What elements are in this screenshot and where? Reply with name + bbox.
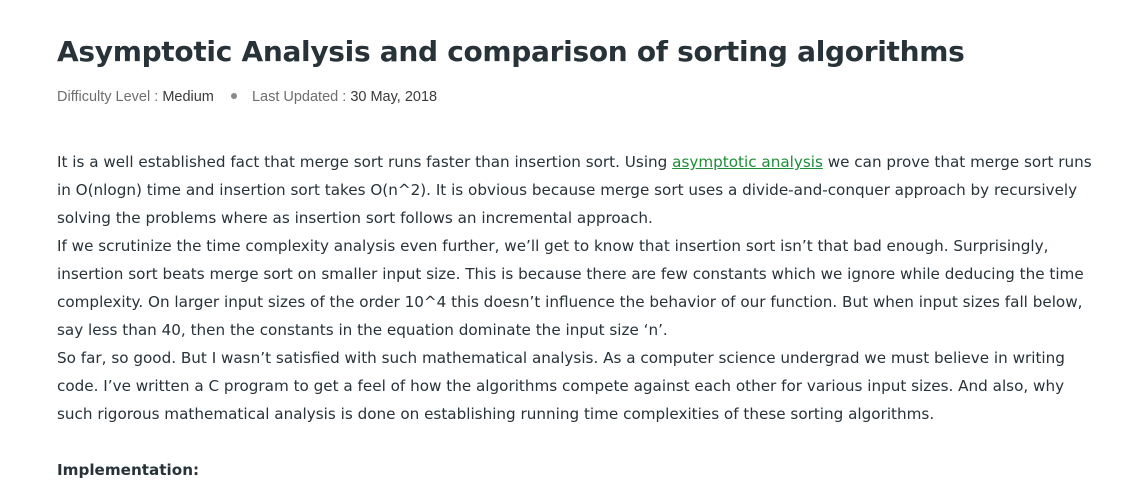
difficulty-value: Medium [162, 89, 214, 105]
paragraph-intro-text-start: It is a well established fact that merge… [57, 153, 673, 171]
last-updated-value: 30 May, 2018 [350, 89, 438, 105]
implementation-heading: Implementation: [57, 461, 200, 479]
paragraph-intro: It is a well established fact that merge… [57, 148, 1097, 232]
difficulty-label: Difficulty Level : [57, 89, 159, 105]
paragraph-scrutinize: If we scrutinize the time complexity ana… [57, 237, 1084, 339]
paragraph-intro-text-end: we can prove that merge sort runs in O(n… [57, 153, 1092, 227]
article-content: It is a well established fact that merge… [57, 148, 1097, 428]
last-updated-label: Last Updated : [251, 89, 347, 105]
asymptotic-analysis-link[interactable]: asymptotic analysis [672, 153, 823, 171]
paragraph-so-far: So far, so good. But I wasn’t satisfied … [57, 349, 1065, 423]
separator-dot-icon [230, 93, 237, 99]
article-title: Asymptotic Analysis and comparison of so… [57, 35, 965, 68]
article-meta: Difficulty Level : Medium Last Updated :… [57, 86, 437, 108]
